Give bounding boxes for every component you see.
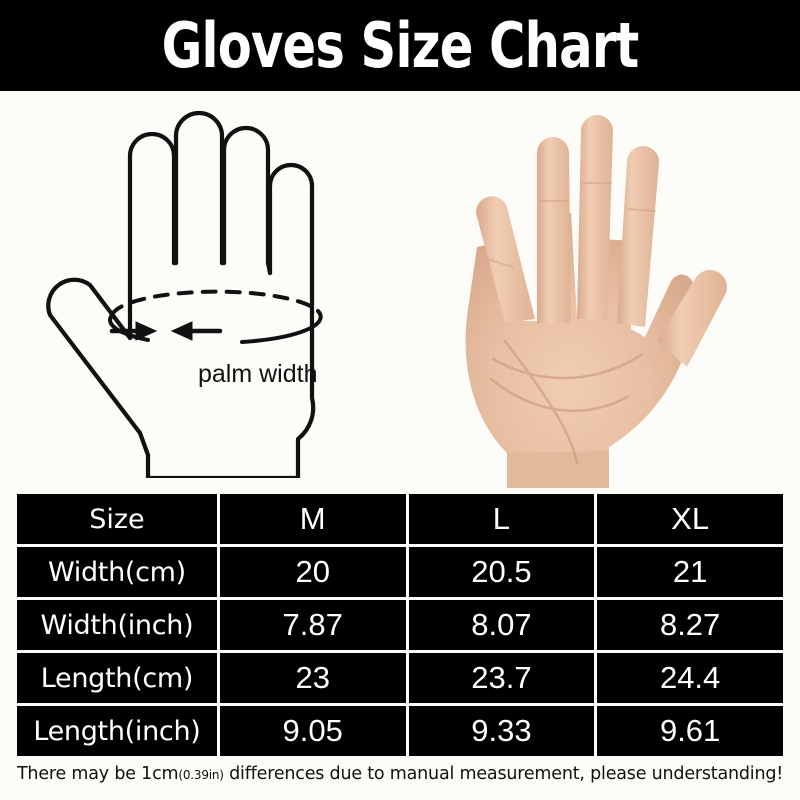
cell-width-cm-l: 20.5 bbox=[408, 547, 595, 597]
cell-width-cm-m: 20 bbox=[219, 547, 406, 597]
table-row: Width(inch) 7.87 8.07 8.27 bbox=[17, 600, 783, 650]
open-palm-hand-photo bbox=[395, 91, 795, 488]
finger-knuckle-lines bbox=[486, 182, 656, 268]
glove-outline-icon bbox=[46, 110, 323, 481]
cell-length-cm-m: 23 bbox=[219, 653, 406, 703]
cell-length-inch-m: 9.05 bbox=[219, 706, 406, 756]
table-row: Width(cm) 20 20.5 21 bbox=[17, 547, 783, 597]
palm-width-arrows bbox=[109, 321, 223, 341]
palm-crease-lines bbox=[489, 339, 643, 465]
cell-length-cm-xl: 24.4 bbox=[597, 653, 783, 703]
measurement-disclaimer: There may be 1cm(0.39in) differences due… bbox=[0, 764, 800, 784]
glove-outline-diagram: palm width bbox=[30, 103, 375, 481]
table-header-l: L bbox=[408, 494, 595, 544]
row-label-width-inch: Width(inch) bbox=[17, 600, 217, 650]
row-label-width-cm: Width(cm) bbox=[17, 547, 217, 597]
table-row: Length(cm) 23 23.7 24.4 bbox=[17, 653, 783, 703]
cell-width-inch-m: 7.87 bbox=[219, 600, 406, 650]
disclaimer-inch-note: (0.39in) bbox=[178, 768, 224, 782]
cell-width-inch-xl: 8.27 bbox=[597, 600, 783, 650]
cell-width-cm-xl: 21 bbox=[597, 547, 783, 597]
table-header-m: M bbox=[219, 494, 406, 544]
title-band: Gloves Size Chart bbox=[0, 0, 800, 91]
table-header-row: Size M L XL bbox=[17, 494, 783, 544]
disclaimer-part1: There may be 1cm bbox=[16, 764, 179, 784]
disclaimer-part2: differences due to manual measurement, p… bbox=[223, 764, 784, 784]
cell-width-inch-l: 8.07 bbox=[408, 600, 595, 650]
row-label-length-cm: Length(cm) bbox=[17, 653, 217, 703]
table-row: Length(inch) 9.05 9.33 9.61 bbox=[17, 706, 783, 756]
size-chart-table: Size M L XL Width(cm) 20 20.5 21 Width(i… bbox=[14, 491, 786, 759]
page-title: Gloves Size Chart bbox=[161, 8, 640, 82]
row-label-length-inch: Length(inch) bbox=[17, 706, 217, 756]
table-header-xl: XL bbox=[597, 494, 783, 544]
cell-length-inch-xl: 9.61 bbox=[597, 706, 783, 756]
illustration-area: palm width bbox=[0, 91, 800, 488]
table-header-size: Size bbox=[17, 494, 217, 544]
palm-width-label: palm width bbox=[198, 360, 318, 388]
cell-length-cm-l: 23.7 bbox=[408, 653, 595, 703]
cell-length-inch-l: 9.33 bbox=[408, 706, 595, 756]
hand-photo-icon bbox=[465, 115, 727, 488]
